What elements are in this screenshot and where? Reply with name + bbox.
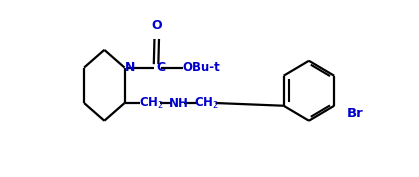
Text: Br: Br (347, 107, 363, 120)
Text: NH: NH (169, 96, 189, 110)
Text: CH$_2$: CH$_2$ (194, 95, 219, 111)
Text: N: N (124, 61, 135, 74)
Text: O: O (151, 19, 162, 32)
Text: C: C (156, 61, 165, 74)
Text: OBu-t: OBu-t (182, 61, 220, 74)
Text: CH$_2$: CH$_2$ (139, 95, 164, 111)
